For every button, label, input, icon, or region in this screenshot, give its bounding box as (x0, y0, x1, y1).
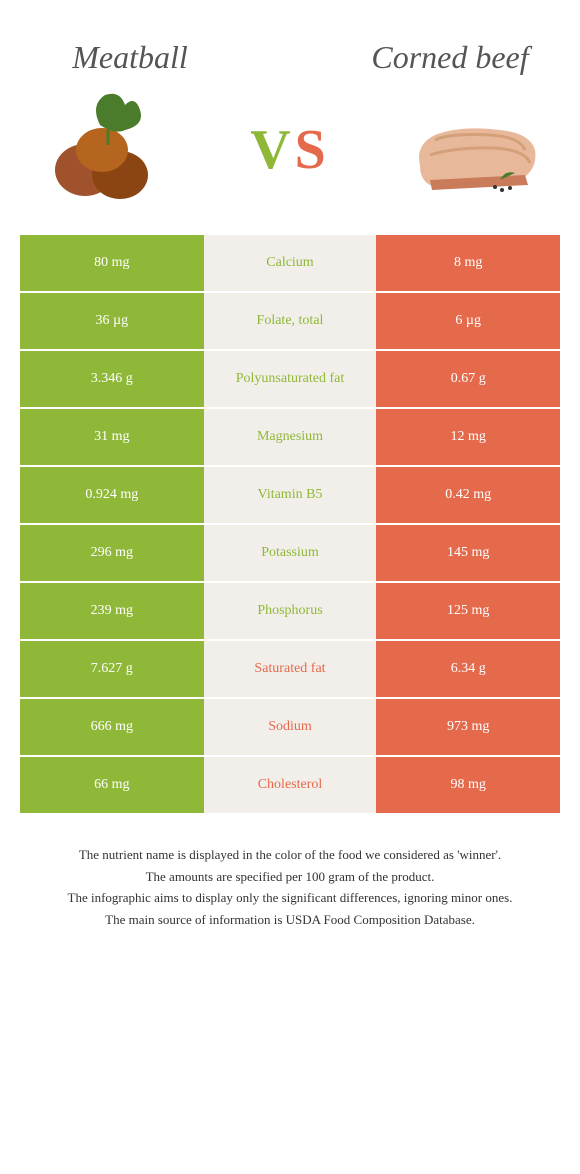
right-value: 0.42 mg (376, 467, 560, 523)
nutrient-label: Polyunsaturated fat (204, 351, 377, 407)
table-row: 7.627 gSaturated fat6.34 g (20, 641, 560, 697)
table-row: 36 µgFolate, total6 µg (20, 293, 560, 349)
table-row: 0.924 mgVitamin B50.42 mg (20, 467, 560, 523)
table-row: 296 mgPotassium145 mg (20, 525, 560, 581)
footnote-line: The amounts are specified per 100 gram o… (26, 867, 554, 887)
table-row: 80 mgCalcium8 mg (20, 235, 560, 291)
vs-s: S (295, 119, 330, 181)
left-value: 296 mg (20, 525, 204, 581)
nutrient-label: Calcium (204, 235, 377, 291)
left-value: 80 mg (20, 235, 204, 291)
nutrient-label: Cholesterol (204, 757, 377, 813)
meatball-image (30, 85, 180, 215)
left-value: 666 mg (20, 699, 204, 755)
meatball-icon (30, 85, 180, 215)
right-value: 0.67 g (376, 351, 560, 407)
corned-beef-icon (400, 85, 550, 215)
right-value: 6.34 g (376, 641, 560, 697)
left-value: 0.924 mg (20, 467, 204, 523)
right-value: 12 mg (376, 409, 560, 465)
left-value: 7.627 g (20, 641, 204, 697)
vs-v: V (250, 119, 294, 181)
left-food-title: Meatball (30, 40, 230, 75)
right-value: 145 mg (376, 525, 560, 581)
table-row: 239 mgPhosphorus125 mg (20, 583, 560, 639)
nutrient-label: Saturated fat (204, 641, 377, 697)
right-value: 98 mg (376, 757, 560, 813)
vs-label: VS (250, 118, 330, 182)
footnotes: The nutrient name is displayed in the co… (0, 815, 580, 961)
footnote-line: The main source of information is USDA F… (26, 910, 554, 930)
left-value: 36 µg (20, 293, 204, 349)
nutrient-label: Potassium (204, 525, 377, 581)
left-value: 3.346 g (20, 351, 204, 407)
table-row: 3.346 gPolyunsaturated fat0.67 g (20, 351, 560, 407)
right-value: 8 mg (376, 235, 560, 291)
header: Meatball Corned beef (0, 0, 580, 85)
images-row: VS (0, 85, 580, 235)
corned-beef-image (400, 85, 550, 215)
left-value: 239 mg (20, 583, 204, 639)
footnote-line: The nutrient name is displayed in the co… (26, 845, 554, 865)
table-row: 31 mgMagnesium12 mg (20, 409, 560, 465)
nutrient-label: Sodium (204, 699, 377, 755)
left-value: 66 mg (20, 757, 204, 813)
nutrient-label: Phosphorus (204, 583, 377, 639)
footnote-line: The infographic aims to display only the… (26, 888, 554, 908)
table-row: 66 mgCholesterol98 mg (20, 757, 560, 813)
left-value: 31 mg (20, 409, 204, 465)
right-value: 6 µg (376, 293, 560, 349)
nutrient-label: Folate, total (204, 293, 377, 349)
right-value: 973 mg (376, 699, 560, 755)
nutrient-table: 80 mgCalcium8 mg36 µgFolate, total6 µg3.… (20, 235, 560, 813)
table-row: 666 mgSodium973 mg (20, 699, 560, 755)
right-value: 125 mg (376, 583, 560, 639)
nutrient-label: Magnesium (204, 409, 377, 465)
nutrient-label: Vitamin B5 (204, 467, 377, 523)
right-food-title: Corned beef (350, 40, 550, 75)
